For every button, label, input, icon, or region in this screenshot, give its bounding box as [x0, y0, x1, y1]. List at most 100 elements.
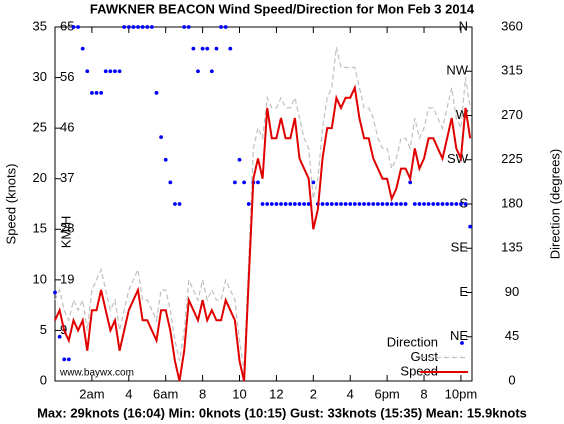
- direction-dot: [136, 25, 140, 29]
- direction-dot: [242, 180, 247, 185]
- direction-dot: [297, 202, 302, 206]
- direction-dot: [214, 46, 219, 51]
- direction-dot: [329, 202, 334, 206]
- y-tick-label: 20: [33, 170, 47, 185]
- y2-tick-label: 0: [508, 372, 515, 387]
- direction-dot: [283, 202, 288, 206]
- direction-dot: [168, 180, 173, 185]
- direction-dot: [140, 25, 145, 29]
- direction-dot: [408, 180, 413, 185]
- direction-dot: [163, 157, 168, 162]
- direction-dot: [66, 357, 71, 362]
- direction-dot: [53, 290, 57, 295]
- y-tick-label: 30: [33, 69, 47, 84]
- direction-dot: [352, 202, 357, 206]
- direction-dot: [219, 25, 223, 29]
- direction-dot: [159, 135, 163, 140]
- direction-dot: [422, 202, 426, 206]
- direction-dot: [399, 202, 403, 206]
- direction-dot: [412, 202, 417, 206]
- direction-dot: [122, 25, 127, 29]
- direction-dot: [265, 202, 270, 206]
- direction-dot: [435, 202, 440, 206]
- x-tick-label: 2am: [79, 386, 104, 401]
- y2-tick-label: 360: [501, 18, 523, 33]
- x-tick-label: 4: [347, 386, 354, 401]
- compass-label: E: [459, 284, 468, 299]
- direction-dot: [371, 202, 376, 206]
- direction-dot: [85, 69, 90, 74]
- compass-label: N: [459, 18, 468, 33]
- y2-axis-label: Direction (degrees): [547, 149, 562, 260]
- x-tick-label: 10pm: [445, 386, 478, 401]
- compass-label: NE: [450, 328, 468, 343]
- direction-dot: [80, 46, 85, 51]
- y2-tick-label: 90: [505, 284, 519, 299]
- direction-dot: [99, 90, 104, 95]
- compass-label: S: [459, 195, 468, 210]
- direction-dot: [348, 202, 353, 206]
- y2-tick-label: 270: [501, 107, 523, 122]
- legend-label: Direction: [387, 334, 438, 349]
- kmh-tick-label: 19: [60, 271, 74, 286]
- y-axis-label: Speed (knots): [3, 164, 18, 245]
- direction-dot: [113, 69, 117, 74]
- direction-dot: [445, 202, 449, 206]
- x-tick-label: 10: [232, 386, 246, 401]
- direction-dot: [325, 202, 330, 206]
- direction-dot: [117, 69, 122, 74]
- direction-dot: [385, 202, 390, 206]
- direction-dot: [246, 202, 251, 206]
- direction-dot: [431, 202, 436, 206]
- direction-dot: [343, 202, 348, 206]
- kmh-tick-label: 37: [60, 170, 74, 185]
- x-tick-label: 8: [420, 386, 427, 401]
- compass-label: SW: [447, 151, 469, 166]
- direction-dot: [103, 69, 108, 74]
- y-tick-label: 35: [33, 18, 47, 33]
- x-tick-label: 4: [125, 386, 132, 401]
- direction-dot: [94, 90, 99, 95]
- watermark: www.baywx.com: [59, 368, 134, 379]
- direction-dot: [76, 25, 80, 29]
- direction-dot: [274, 202, 279, 206]
- x-tick-label: 6pm: [374, 386, 399, 401]
- direction-dot: [90, 90, 94, 95]
- direction-dot: [362, 202, 366, 206]
- kmh-tick-label: 28: [60, 221, 74, 236]
- direction-dot: [191, 46, 196, 51]
- x-tick-label: 8: [199, 386, 206, 401]
- direction-dot: [288, 202, 293, 206]
- kmh-tick-label: 65: [60, 18, 74, 33]
- direction-dot: [145, 25, 150, 29]
- x-tick-label: 6am: [153, 386, 178, 401]
- direction-dot: [380, 202, 385, 206]
- direction-dot: [233, 180, 237, 185]
- direction-dot: [237, 157, 242, 162]
- direction-dot: [459, 202, 463, 206]
- y-tick-label: 25: [33, 120, 47, 135]
- direction-dot: [182, 25, 187, 29]
- direction-dot: [260, 202, 265, 206]
- gust-line: [54, 47, 471, 371]
- direction-dot: [454, 202, 459, 206]
- direction-dot: [269, 202, 274, 206]
- direction-dot: [403, 202, 408, 206]
- direction-dot: [186, 25, 191, 29]
- x-tick-label: 12: [269, 386, 283, 401]
- kmh-tick-label: 56: [60, 69, 74, 84]
- y2-tick-label: 45: [505, 328, 519, 343]
- direction-dot: [126, 25, 131, 29]
- x-tick-label: 2: [310, 386, 317, 401]
- y2-tick-label: 135: [501, 240, 523, 255]
- direction-dot: [389, 202, 394, 206]
- direction-dot: [311, 180, 316, 185]
- direction-dot: [375, 202, 380, 206]
- direction-dot: [223, 25, 228, 29]
- legend-label: Speed: [400, 363, 438, 378]
- direction-dot: [57, 334, 62, 339]
- direction-dot: [426, 202, 431, 206]
- direction-dot: [200, 46, 205, 51]
- legend-label: Gust: [411, 349, 439, 364]
